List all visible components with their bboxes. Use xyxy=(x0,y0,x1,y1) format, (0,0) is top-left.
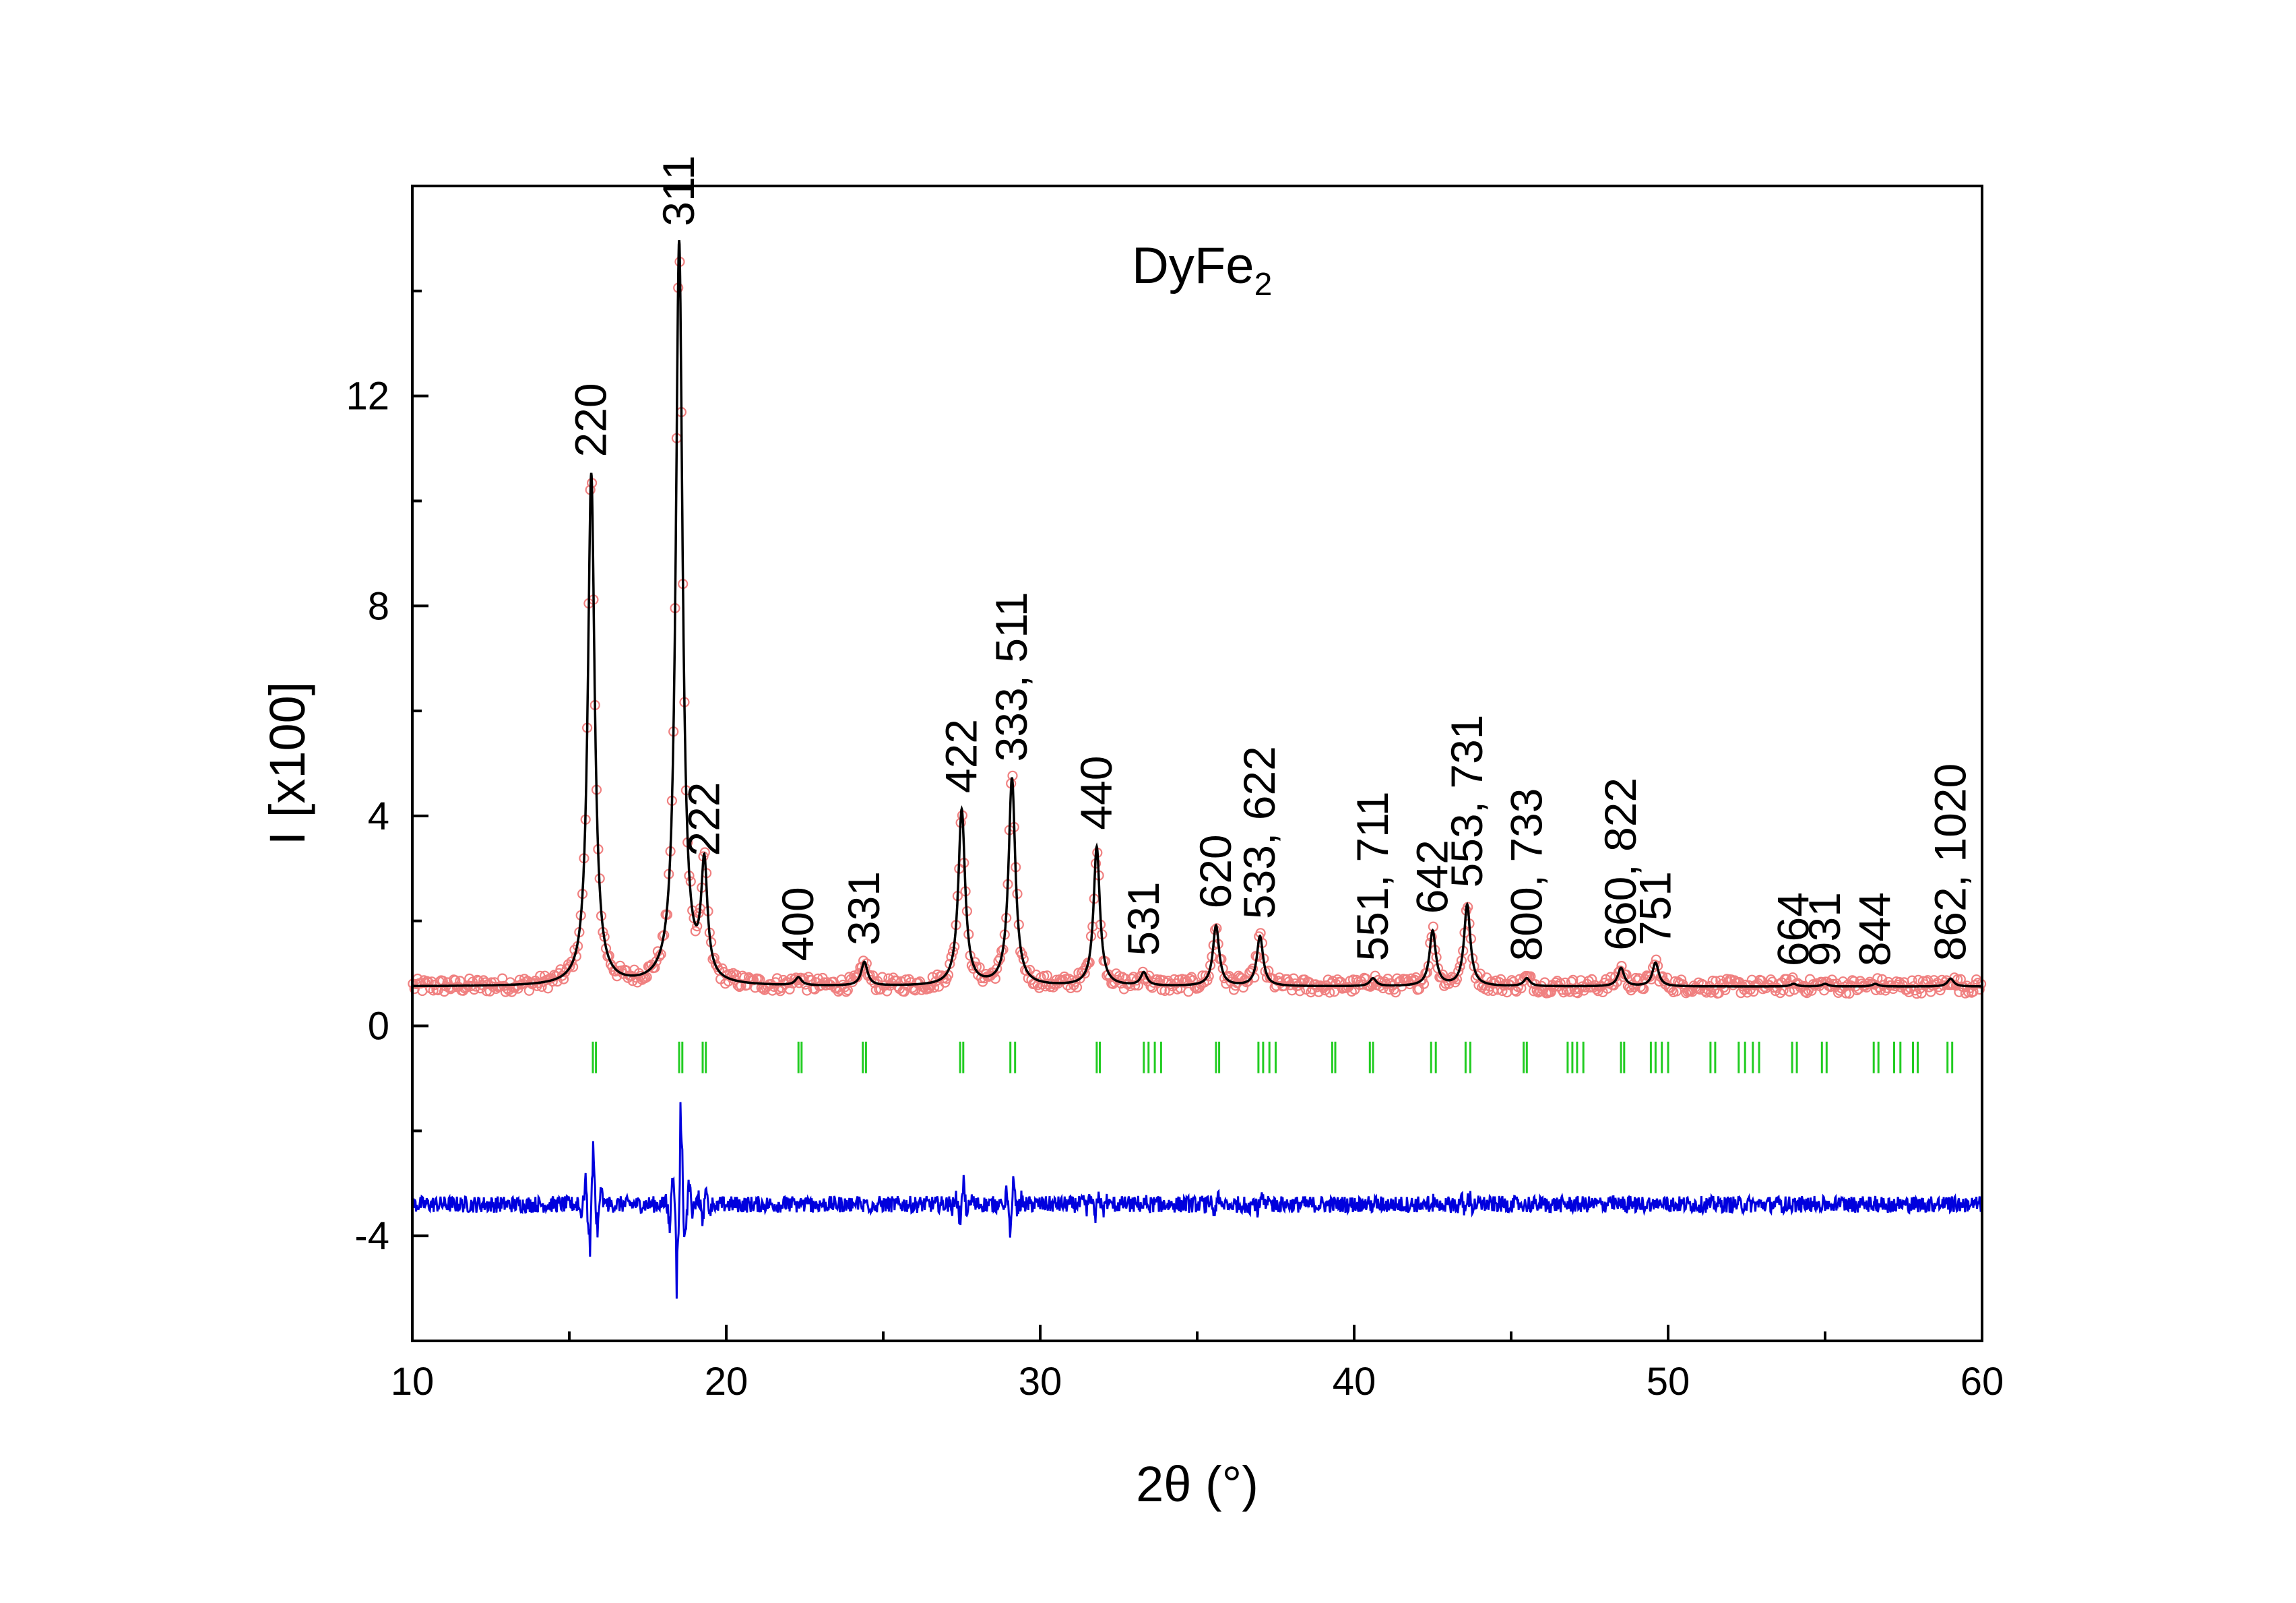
observed-point xyxy=(866,974,876,986)
observed-point xyxy=(842,984,853,996)
observed-point xyxy=(1073,968,1084,978)
peak-label: 660, 822 xyxy=(1595,778,1645,951)
observed-point xyxy=(1390,987,1401,998)
y-tick-label: 4 xyxy=(368,794,389,838)
y-tick-label: 12 xyxy=(346,375,389,418)
peak-label: 844 xyxy=(1850,892,1900,966)
observed-point xyxy=(1325,987,1335,998)
bragg-markers xyxy=(592,1041,1954,1073)
observed-point xyxy=(1974,984,1985,995)
peak-label: 551, 711 xyxy=(1347,791,1397,961)
peak-label: 800, 733 xyxy=(1501,788,1551,961)
x-tick-label: 50 xyxy=(1647,1360,1690,1404)
peak-label: 642 xyxy=(1407,840,1457,914)
observed-point xyxy=(841,986,852,997)
observed-point xyxy=(1568,974,1578,986)
observed-point xyxy=(1545,986,1556,997)
observed-point xyxy=(1415,976,1426,986)
peak-label: 222 xyxy=(678,782,728,856)
observed-point xyxy=(1907,975,1917,986)
y-axis-label: I [x100] xyxy=(259,682,315,846)
y-tick-label: 8 xyxy=(368,584,389,628)
observed-point xyxy=(992,963,1002,974)
observed-point xyxy=(839,982,850,993)
peak-label: 533, 622 xyxy=(1234,746,1284,919)
observed-point xyxy=(561,964,572,974)
plot-background xyxy=(412,186,1982,1341)
observed-point xyxy=(1418,978,1430,989)
chart-title: DyFe2 xyxy=(1132,237,1272,303)
x-tick-label: 40 xyxy=(1333,1360,1376,1404)
observed-point xyxy=(1555,978,1566,989)
observed-point xyxy=(542,983,553,994)
observed-point xyxy=(1877,974,1888,985)
peak-label: 220 xyxy=(566,383,616,457)
y-tick-label: 0 xyxy=(368,1005,389,1048)
peak-label: 620 xyxy=(1190,834,1240,908)
peak-label: 531 xyxy=(1118,881,1168,955)
observed-point xyxy=(1775,987,1785,999)
peak-label: 862, 1020 xyxy=(1925,763,1975,962)
observed-point xyxy=(784,984,795,995)
observed-point xyxy=(1630,972,1641,984)
observed-point xyxy=(521,977,532,988)
observed-point xyxy=(1033,982,1045,993)
peak-label: 333, 511 xyxy=(986,592,1036,761)
observed-point xyxy=(928,982,940,993)
observed-point xyxy=(690,926,701,937)
observed-point xyxy=(1929,975,1940,986)
peak-label: 311 xyxy=(653,155,703,226)
observed-point xyxy=(1125,980,1136,992)
observed-point xyxy=(723,976,734,986)
y-tick-label: -4 xyxy=(354,1214,389,1258)
observed-point xyxy=(1626,985,1636,996)
observed-point xyxy=(1130,980,1141,991)
x-axis-label: 2θ (°) xyxy=(1136,1456,1258,1512)
curves-layer xyxy=(408,240,1987,1299)
observed-point xyxy=(1071,982,1083,993)
observed-point xyxy=(1439,980,1450,991)
observed-point xyxy=(1925,986,1936,997)
observed-point xyxy=(1742,987,1752,998)
observed-point xyxy=(415,978,426,989)
x-tick-label: 10 xyxy=(391,1360,435,1404)
peak-label: 440 xyxy=(1071,756,1121,830)
observed-point xyxy=(899,986,910,997)
observed-point xyxy=(651,956,662,967)
observed-point xyxy=(1781,974,1792,984)
observed-point xyxy=(1784,986,1795,997)
observed-point xyxy=(1916,988,1927,999)
x-tick-label: 20 xyxy=(705,1360,748,1404)
plot-area xyxy=(412,186,1982,1341)
difference-curve xyxy=(411,1102,1983,1299)
axes-layer: 10 20 30 40 50 60 -4 0 4 8 12 xyxy=(346,185,2004,1404)
peak-label: 751 xyxy=(1630,871,1680,945)
peak-label: 400 xyxy=(773,887,823,961)
peak-label: 931 xyxy=(1799,892,1849,966)
observed-point xyxy=(1735,987,1746,999)
observed-point xyxy=(1453,966,1464,977)
x-tick-label: 60 xyxy=(1960,1360,2004,1404)
peak-label: 553, 731 xyxy=(1442,714,1492,887)
peak-label: 422 xyxy=(936,719,986,793)
calculated-curve xyxy=(412,240,1982,988)
observed-point xyxy=(771,973,783,984)
peak-label: 664 xyxy=(1768,892,1818,966)
observed-point xyxy=(881,986,893,997)
observed-point xyxy=(497,973,508,984)
x-tick-label: 30 xyxy=(1019,1360,1062,1404)
peak-label: 331 xyxy=(839,871,889,945)
observed-point xyxy=(443,982,455,993)
observed-point xyxy=(990,973,1001,984)
